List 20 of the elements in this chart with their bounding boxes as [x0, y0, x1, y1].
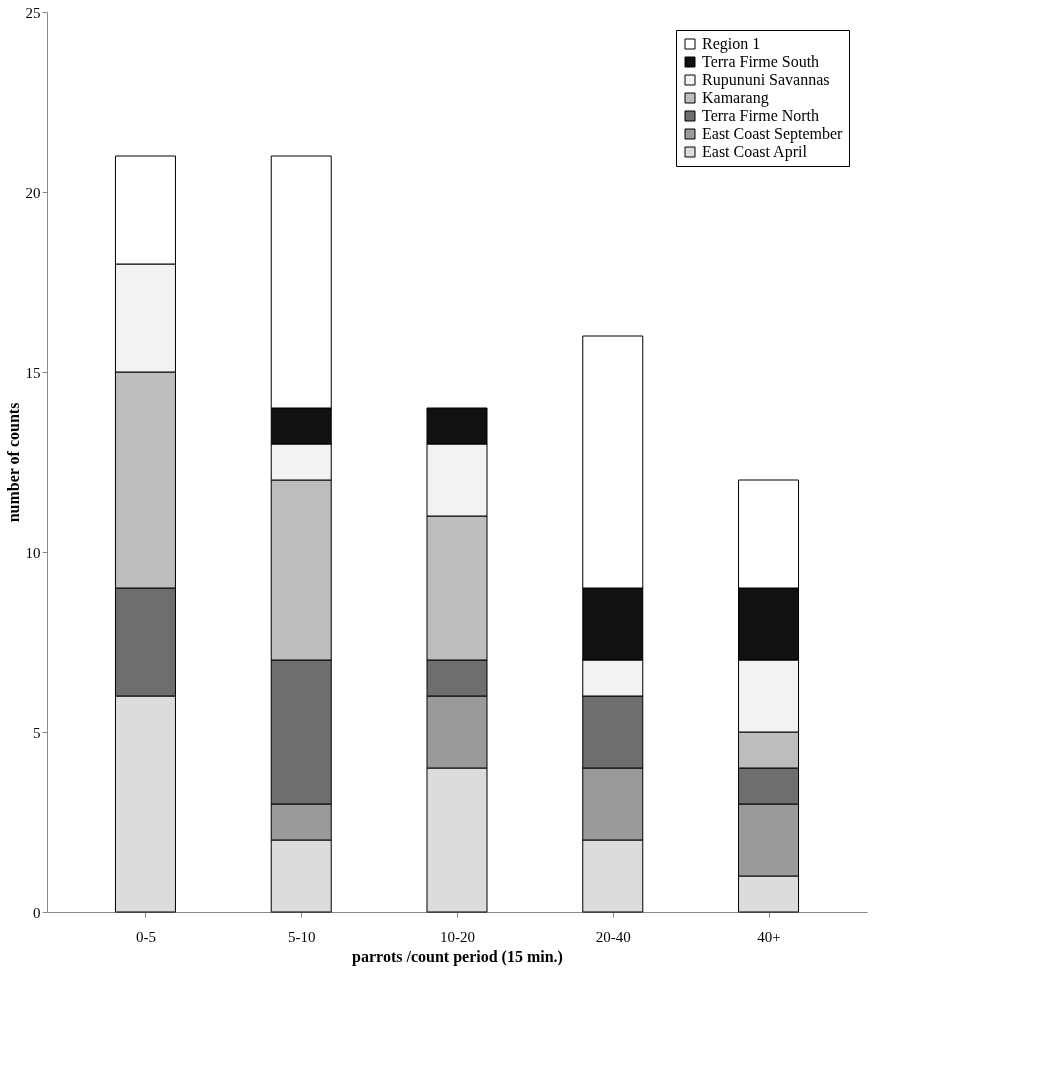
x-axis-title: parrots /count period (15 min.): [352, 947, 563, 966]
legend-label: Region 1: [702, 35, 761, 53]
y-tick-label: 25: [25, 4, 41, 21]
legend-label: East Coast April: [702, 143, 808, 161]
legend-label: Kamarang: [702, 89, 769, 107]
legend-label: East Coast September: [702, 125, 844, 143]
x-tick-label: 40+: [757, 928, 781, 945]
y-axis-title: number of counts: [4, 402, 22, 523]
y-tick-label: 10: [25, 544, 41, 561]
x-tick-label: 20-40: [595, 928, 631, 945]
x-tick-label: 0-5: [135, 928, 156, 945]
y-tick-label: 15: [25, 364, 41, 381]
y-tick-label: 20: [25, 184, 41, 201]
y-tick-label: 0: [33, 904, 41, 921]
y-tick-label: 5: [33, 724, 41, 741]
legend-label: Terra Firme South: [702, 53, 820, 70]
legend-label: Terra Firme North: [702, 107, 820, 124]
x-tick-label: 10-20: [440, 928, 475, 945]
legend-label: Rupununi Savannas: [702, 71, 830, 89]
x-tick-label: 5-10: [287, 928, 316, 945]
